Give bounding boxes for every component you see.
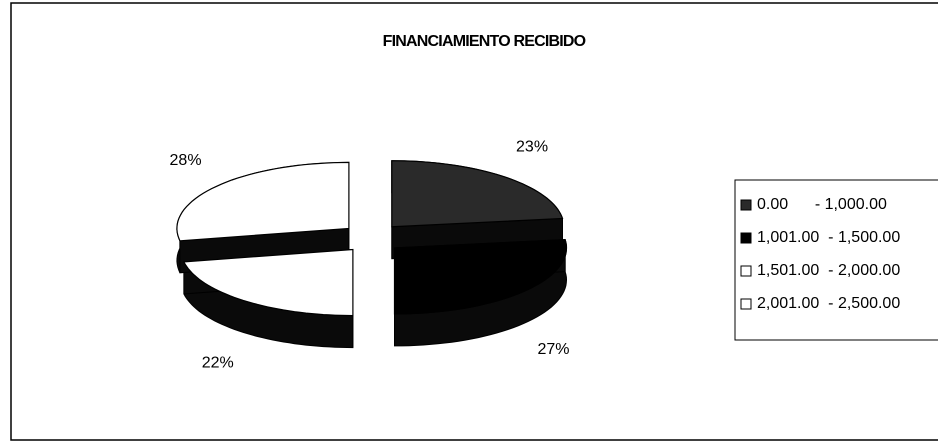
slice: [391, 160, 564, 228]
data-label: 28%: [170, 152, 202, 169]
chart-title: FINANCIAMIENTO RECIBIDO: [383, 33, 586, 50]
legend-label: 0.00 - 1,000.00: [757, 196, 887, 213]
slice: [182, 248, 354, 317]
legend-label: 1,501.00 - 2,000.00: [757, 262, 900, 279]
legend-label: 2,001.00 - 2,500.00: [757, 295, 900, 312]
slice: [393, 238, 568, 315]
legend-swatch: [740, 265, 752, 277]
legend-swatch: [740, 298, 752, 310]
legend-swatch: [740, 199, 752, 211]
legend-label: 1,001.00 - 1,500.00: [757, 229, 900, 246]
data-label: 23%: [516, 138, 548, 155]
data-label: 27%: [538, 341, 570, 358]
legend-box: [734, 179, 938, 341]
data-label: 22%: [202, 354, 234, 371]
legend-swatch: [740, 232, 752, 244]
slice: [176, 161, 350, 242]
